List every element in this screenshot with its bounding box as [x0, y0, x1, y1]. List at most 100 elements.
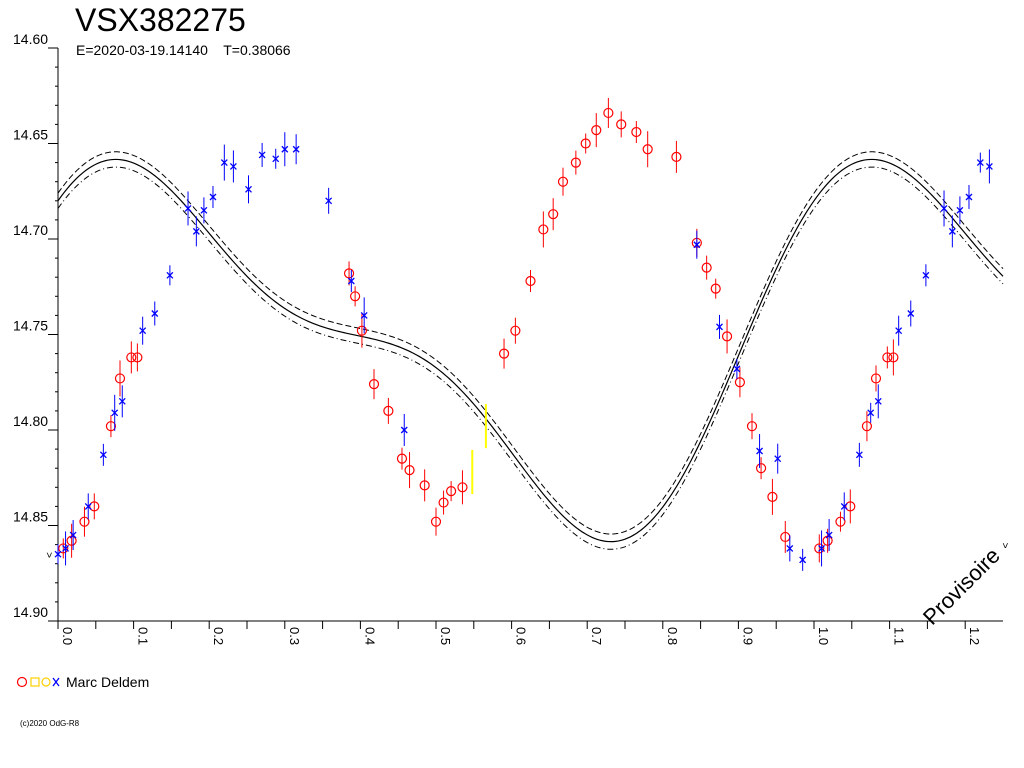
- data-point: [200, 206, 208, 214]
- left-edge-caret: >: [43, 552, 54, 558]
- data-point: [99, 451, 107, 459]
- x-tick-label: 0.9: [740, 627, 755, 645]
- y-tick-label: 14.70: [13, 222, 48, 238]
- data-point: [580, 138, 591, 149]
- data-point: [882, 352, 893, 363]
- data-point: [855, 451, 863, 459]
- data-point: [786, 544, 794, 552]
- data-point: [548, 209, 559, 220]
- data-point: [396, 453, 408, 464]
- series-yellow-bars: [471, 404, 487, 495]
- data-point: [940, 204, 948, 212]
- data-point: [184, 204, 192, 212]
- chart-title: VSX382275: [75, 2, 246, 38]
- data-point: [976, 159, 984, 167]
- data-point: [642, 144, 653, 155]
- data-point: [430, 516, 442, 527]
- data-point: [557, 176, 569, 187]
- chart-subtitle: E=2020-03-19.14140 T=0.38066: [76, 42, 291, 58]
- data-point: [603, 107, 614, 119]
- data-point: [118, 397, 126, 405]
- data-point: [383, 405, 394, 416]
- data-point: [861, 421, 873, 432]
- data-point: [814, 543, 825, 554]
- y-tick-label: 14.65: [13, 127, 48, 143]
- x-tick-label: 0.5: [438, 627, 453, 645]
- data-point: [922, 271, 930, 279]
- data-point: [111, 409, 119, 417]
- data-point: [229, 162, 237, 170]
- fit-lower-band: [57, 166, 1004, 550]
- data-point: [84, 502, 92, 510]
- data-point: [446, 486, 457, 497]
- data-point: [151, 310, 159, 317]
- data-point: [840, 502, 848, 510]
- data-point: [438, 497, 449, 508]
- data-point: [616, 119, 627, 130]
- data-point: [400, 426, 408, 434]
- data-point: [985, 162, 993, 170]
- data-point: [733, 365, 741, 373]
- x-tick-label: 1.1: [892, 627, 907, 645]
- data-point: [69, 531, 77, 539]
- data-point: [347, 277, 355, 285]
- data-point: [767, 491, 778, 502]
- x-tick-label: 0.2: [211, 627, 226, 645]
- data-point: [956, 206, 964, 214]
- data-point: [258, 151, 266, 159]
- data-point: [835, 516, 846, 527]
- data-point: [756, 447, 764, 455]
- data-point: [220, 159, 228, 167]
- data-point: [325, 197, 333, 205]
- y-tick-label: 14.75: [13, 318, 48, 334]
- data-point: [570, 157, 581, 168]
- data-point: [870, 373, 882, 384]
- data-point: [114, 373, 126, 384]
- data-point: [245, 185, 252, 193]
- data-point: [867, 409, 875, 417]
- x-tick-label: 0.8: [665, 627, 680, 645]
- data-point: [105, 421, 117, 432]
- data-point: [774, 455, 782, 463]
- fit-curve: [57, 158, 1004, 543]
- data-point: [510, 325, 521, 336]
- data-point: [895, 327, 903, 335]
- data-point: [888, 352, 899, 363]
- data-point: [356, 325, 368, 336]
- data-point: [166, 271, 174, 279]
- data-point: [272, 155, 280, 163]
- data-point: [79, 516, 90, 527]
- legend: Marc Deldem: [16, 674, 149, 690]
- y-tick-label: 14.85: [13, 509, 48, 525]
- data-point: [54, 550, 62, 558]
- data-point: [716, 323, 723, 331]
- data-point: [457, 482, 468, 493]
- legend-label: Marc Deldem: [66, 674, 150, 690]
- series-red-circles: [58, 97, 899, 563]
- data-point: [360, 311, 368, 319]
- x-tick-label: 0.3: [287, 627, 302, 645]
- data-point: [693, 241, 701, 249]
- x-tick-label: 0.6: [514, 627, 529, 645]
- data-point: [350, 291, 361, 302]
- y-tick-label: 14.80: [13, 413, 48, 429]
- data-point: [368, 379, 380, 390]
- data-point: [281, 145, 289, 153]
- data-point: [538, 224, 549, 235]
- data-point: [746, 421, 758, 432]
- y-tick-label: 14.60: [13, 31, 48, 47]
- data-point: [126, 352, 137, 363]
- data-point: [631, 126, 642, 138]
- x-tick-label: 0.7: [589, 627, 604, 645]
- data-point: [874, 397, 882, 405]
- data-point: [701, 262, 712, 273]
- data-point: [525, 275, 536, 287]
- data-point: [907, 310, 915, 317]
- data-point: [948, 227, 956, 235]
- data-point: [710, 283, 721, 294]
- data-point: [755, 463, 767, 474]
- x-tick-label: 0.4: [362, 627, 377, 645]
- data-point: [139, 327, 147, 335]
- data-point: [965, 193, 973, 201]
